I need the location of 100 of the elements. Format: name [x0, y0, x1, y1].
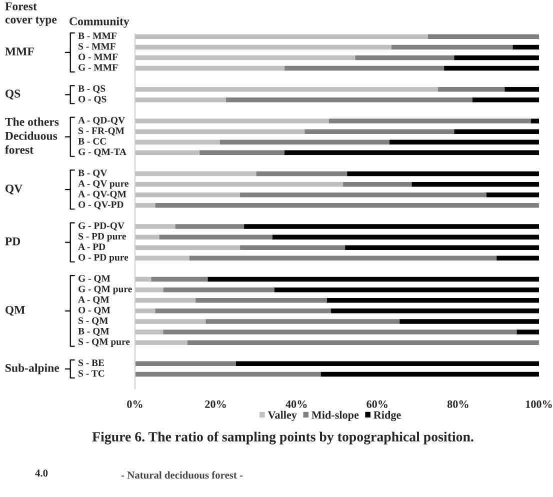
bar — [226, 98, 472, 102]
bar — [206, 319, 400, 324]
x-tick-label: 40% — [286, 400, 307, 408]
bar — [188, 340, 539, 345]
y-tick-label: S - BE — [78, 360, 104, 366]
x-tick-label: 0% — [127, 400, 142, 408]
y-tick-label: G - QM pure — [78, 286, 132, 294]
y-tick-label: A - QV-QM — [78, 190, 126, 199]
bar — [155, 203, 539, 208]
y-tick-label: A - PD — [78, 244, 106, 250]
bar — [135, 140, 220, 145]
y-tick-label: O - QV-PD — [78, 201, 124, 210]
text: PD — [5, 237, 20, 246]
bar — [392, 44, 513, 50]
text: 4.0 — [35, 470, 48, 477]
bar — [135, 55, 356, 60]
bar — [343, 182, 412, 187]
y-tick-label: G - PD-QV — [78, 222, 124, 230]
bar — [196, 298, 327, 303]
y-tick-label: S - FR-QM — [78, 127, 124, 136]
bar — [438, 87, 505, 92]
text: - Natural deciduous forest - — [121, 471, 243, 479]
y-tick-label: S - TC — [78, 370, 104, 377]
bar — [256, 171, 348, 176]
bar — [326, 298, 539, 303]
bar — [135, 87, 438, 92]
y-tick-label: S - MMF — [78, 43, 116, 50]
bar — [347, 171, 539, 176]
bar — [208, 276, 539, 282]
bar — [155, 308, 331, 314]
text: The others Deciduous forest — [5, 118, 59, 154]
bar — [135, 298, 196, 303]
bar — [274, 287, 539, 292]
bar — [135, 171, 256, 176]
bar — [330, 308, 539, 314]
bar — [135, 192, 240, 198]
bar — [163, 287, 274, 292]
bar — [135, 372, 321, 377]
bar — [472, 98, 539, 102]
x-tick-label: 20% — [205, 400, 226, 408]
bar — [400, 319, 539, 324]
legend-label: Mid-slope — [312, 410, 359, 421]
bar — [220, 140, 390, 145]
bar — [454, 129, 539, 134]
y-tick-label: A - QD-QV — [78, 116, 125, 125]
bar — [135, 224, 176, 229]
bar — [163, 330, 517, 334]
text: MMF — [5, 48, 34, 56]
bar — [135, 129, 305, 134]
bar — [135, 256, 190, 261]
bar — [284, 66, 444, 71]
text: QV — [5, 184, 22, 194]
bar — [345, 245, 539, 250]
y-tick-label: B - QM — [78, 328, 110, 336]
y-tick-label: B - QV — [78, 170, 108, 178]
legend-label: Ridge — [374, 410, 401, 422]
bar — [135, 203, 156, 208]
bar — [151, 276, 208, 282]
y-tick-label: G - QM — [78, 275, 110, 284]
bar — [135, 245, 240, 250]
legend-label: Valley — [268, 410, 297, 422]
y-tick-label: A - QV pure — [78, 180, 128, 189]
x-tick-label: 100% — [526, 400, 552, 408]
bar — [135, 98, 226, 102]
bar — [240, 245, 346, 250]
bar — [512, 44, 539, 50]
bar — [135, 182, 344, 187]
text: QS — [5, 90, 20, 100]
bar — [304, 129, 454, 134]
bar — [284, 150, 539, 156]
bar — [135, 361, 236, 366]
y-tick-label: O - PD pure — [78, 254, 128, 263]
text: Figure 6. The ratio of sampling points by topographical position. — [92, 432, 474, 444]
bar — [504, 87, 539, 92]
text: Forest cover type — [5, 2, 57, 26]
y-tick-label: B - CC — [78, 138, 106, 145]
bar — [135, 340, 188, 345]
y-tick-label: S - QM pure — [78, 338, 130, 347]
bar — [412, 182, 539, 187]
y-tick-label: G - QM-TA — [78, 148, 126, 157]
bar — [135, 34, 428, 40]
bar — [486, 192, 539, 198]
bar — [236, 361, 539, 366]
y-tick-label: G - MMF — [78, 64, 118, 71]
bar — [135, 308, 156, 314]
bar — [135, 287, 164, 292]
y-tick-label: B - QS — [78, 85, 106, 94]
bar — [355, 55, 454, 60]
bar — [200, 150, 284, 156]
x-tick-label: 80% — [447, 400, 468, 408]
y-tick-label: O - QM — [78, 306, 110, 315]
bar — [135, 118, 329, 124]
bar — [135, 66, 284, 71]
text: Community — [70, 17, 130, 28]
y-tick-label: A - QM — [78, 296, 110, 304]
y-tick-label: S - PD pure — [78, 232, 126, 242]
y-tick-label: O - MMF — [78, 54, 118, 60]
bar — [135, 44, 392, 50]
bar — [516, 330, 539, 334]
bar — [135, 150, 200, 156]
